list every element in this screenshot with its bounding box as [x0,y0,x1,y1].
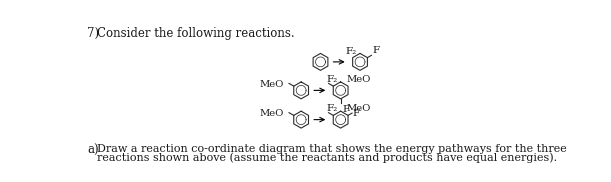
Text: F₂: F₂ [326,75,338,84]
Text: Draw a reaction co-ordinate diagram that shows the energy pathways for the three: Draw a reaction co-ordinate diagram that… [97,144,567,154]
Text: F₂: F₂ [326,104,338,113]
Text: MeO: MeO [346,75,370,84]
Text: F: F [372,46,379,55]
Text: a): a) [87,144,99,157]
Text: F: F [342,105,349,114]
Text: F₂: F₂ [346,47,357,56]
Text: F: F [353,109,360,118]
Text: reactions shown above (assume the reactants and products have equal energies).: reactions shown above (assume the reacta… [97,152,557,163]
Text: Consider the following reactions.: Consider the following reactions. [97,27,295,40]
Text: MeO: MeO [346,104,370,113]
Text: MeO: MeO [260,80,284,89]
Text: 7): 7) [87,27,100,40]
Text: MeO: MeO [260,109,284,118]
